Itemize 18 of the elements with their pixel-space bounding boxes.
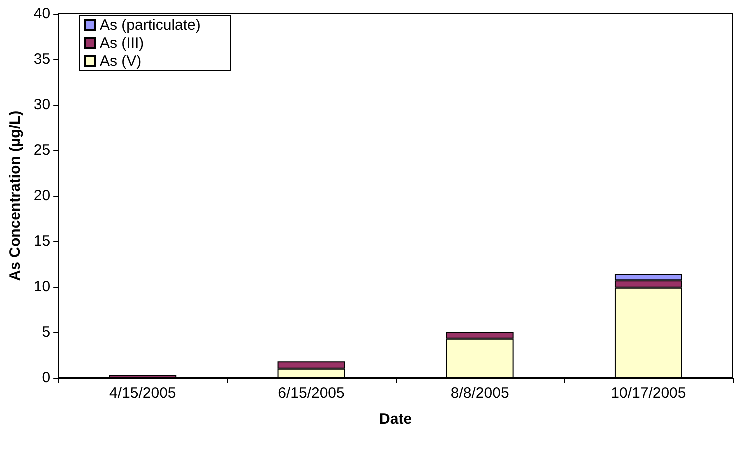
y-tick-label: 25 bbox=[34, 142, 51, 159]
y-tick-label: 15 bbox=[34, 233, 51, 250]
y-tick-label: 40 bbox=[34, 6, 51, 22]
legend-label: As (particulate) bbox=[100, 17, 201, 34]
y-tick-label: 35 bbox=[34, 51, 51, 68]
x-tick-label: 4/15/2005 bbox=[110, 385, 176, 402]
x-axis-title: Date bbox=[380, 411, 412, 428]
y-tick-label: 10 bbox=[34, 278, 51, 296]
y-tick-label: 30 bbox=[34, 96, 51, 114]
y-tick-label: 5 bbox=[42, 324, 51, 341]
x-tick-label: 6/15/2005 bbox=[278, 385, 345, 402]
y-tick-label: 20 bbox=[34, 188, 51, 204]
x-tick-label: 10/17/2005 bbox=[611, 385, 686, 402]
legend-label: As (V) bbox=[100, 53, 142, 70]
y-axis-title: As Concentration (µg/L) bbox=[7, 110, 24, 282]
x-tick-label: 8/8/2005 bbox=[450, 385, 510, 402]
y-tick-label: 0 bbox=[42, 370, 51, 386]
legend-label: As (III) bbox=[100, 35, 144, 52]
